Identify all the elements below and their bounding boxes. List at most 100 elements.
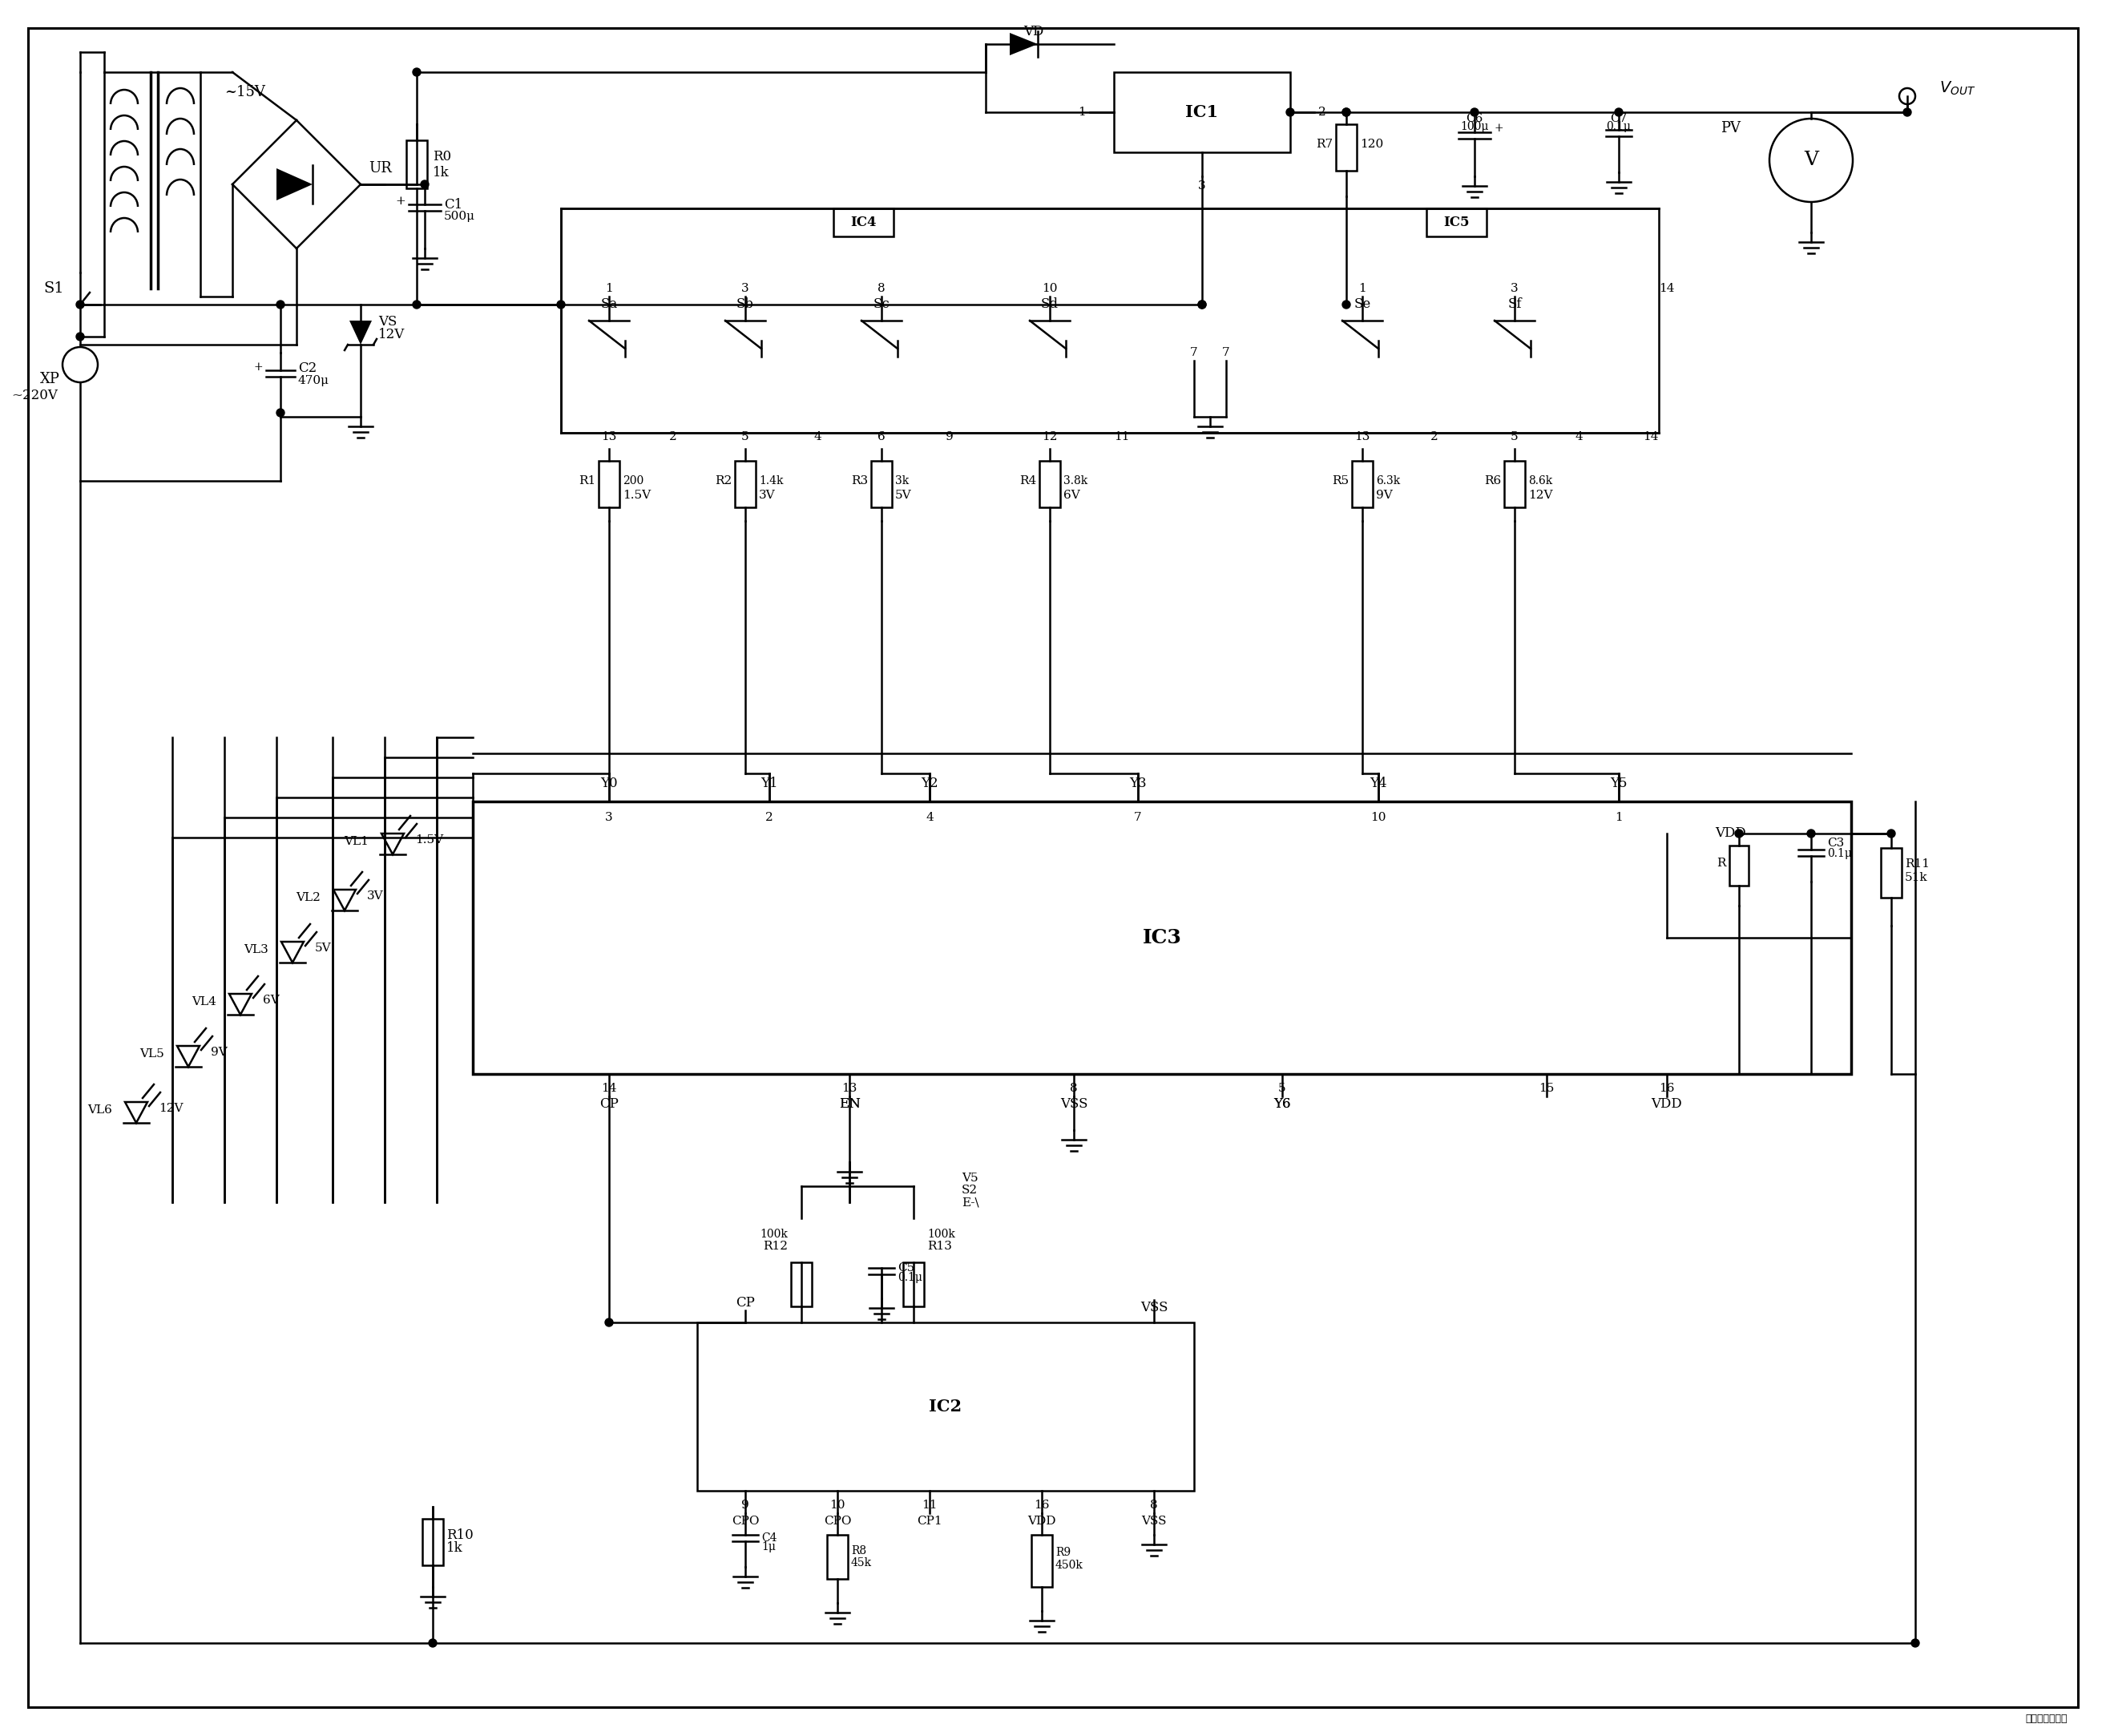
- Text: C2: C2: [298, 361, 316, 375]
- Text: 2: 2: [1431, 431, 1439, 443]
- Text: C1: C1: [443, 198, 462, 212]
- Circle shape: [1886, 830, 1895, 837]
- Bar: [827, 1535, 848, 1580]
- Text: R6: R6: [1483, 476, 1500, 486]
- Circle shape: [1912, 1639, 1920, 1647]
- Circle shape: [420, 181, 428, 187]
- Circle shape: [1614, 108, 1623, 116]
- Text: VL4: VL4: [192, 996, 217, 1007]
- Text: 15: 15: [1538, 1083, 1555, 1094]
- Text: $V_{OUT}$: $V_{OUT}$: [1939, 80, 1975, 97]
- Bar: [473, 802, 1850, 1075]
- Text: IC5: IC5: [1443, 215, 1469, 229]
- Text: +: +: [1494, 123, 1502, 134]
- Text: 7: 7: [1190, 347, 1198, 358]
- Text: 9: 9: [741, 1500, 749, 1510]
- Text: 45k: 45k: [850, 1557, 871, 1569]
- Text: 0.1μ: 0.1μ: [1606, 122, 1631, 132]
- Circle shape: [557, 300, 565, 309]
- Text: VL6: VL6: [87, 1104, 112, 1116]
- Bar: [1040, 460, 1059, 507]
- Text: 8: 8: [878, 283, 886, 293]
- Text: 14: 14: [1644, 431, 1658, 443]
- Text: 1.5V: 1.5V: [622, 490, 650, 502]
- Text: R3: R3: [850, 476, 867, 486]
- Text: 11: 11: [1114, 431, 1129, 443]
- Text: V: V: [1804, 151, 1819, 170]
- Polygon shape: [382, 833, 403, 854]
- Text: 8: 8: [1070, 1083, 1078, 1094]
- Text: 9V: 9V: [211, 1047, 228, 1057]
- Text: 8: 8: [1150, 1500, 1158, 1510]
- Text: 3: 3: [606, 812, 612, 823]
- Text: 500μ: 500μ: [443, 210, 475, 222]
- Bar: [422, 1519, 443, 1566]
- Text: CP: CP: [736, 1295, 755, 1309]
- Circle shape: [1287, 108, 1293, 116]
- Text: Y4: Y4: [1369, 778, 1386, 790]
- Polygon shape: [333, 889, 357, 910]
- Text: 6: 6: [878, 431, 886, 443]
- Text: R13: R13: [926, 1241, 952, 1252]
- Text: 16: 16: [1658, 1083, 1675, 1094]
- Text: R2: R2: [715, 476, 732, 486]
- Text: 200: 200: [622, 476, 644, 486]
- Text: 12V: 12V: [158, 1102, 184, 1115]
- Text: 14: 14: [1658, 283, 1675, 293]
- Text: VL5: VL5: [139, 1049, 165, 1059]
- Text: C5: C5: [897, 1262, 914, 1274]
- Bar: [1426, 208, 1488, 236]
- Text: 14: 14: [601, 1083, 616, 1094]
- Circle shape: [76, 300, 84, 309]
- Text: 6.3k: 6.3k: [1376, 476, 1401, 486]
- Polygon shape: [124, 1102, 148, 1123]
- Text: 3k: 3k: [895, 476, 909, 486]
- Text: 9: 9: [945, 431, 954, 443]
- Text: 1: 1: [606, 283, 612, 293]
- Text: 5V: 5V: [314, 943, 331, 953]
- Text: 13: 13: [601, 431, 616, 443]
- Text: R7: R7: [1317, 139, 1334, 149]
- Circle shape: [1342, 300, 1350, 309]
- Text: 6V: 6V: [1063, 490, 1080, 502]
- Text: 1: 1: [1078, 106, 1087, 118]
- Text: 10: 10: [1042, 283, 1057, 293]
- Text: C6: C6: [1466, 113, 1483, 125]
- Text: 3.8k: 3.8k: [1063, 476, 1087, 486]
- Text: VDD: VDD: [1028, 1516, 1055, 1528]
- Text: 5V: 5V: [895, 490, 912, 502]
- Text: 450k: 450k: [1055, 1559, 1082, 1571]
- Bar: [1353, 460, 1374, 507]
- Text: 1: 1: [1614, 812, 1623, 823]
- Bar: [1032, 1535, 1053, 1587]
- Text: VDD: VDD: [1652, 1097, 1682, 1111]
- Polygon shape: [276, 168, 312, 200]
- Bar: [1880, 847, 1901, 898]
- Text: Y5: Y5: [1610, 778, 1627, 790]
- Bar: [696, 1323, 1194, 1491]
- Text: IC3: IC3: [1142, 929, 1182, 948]
- Text: 100k: 100k: [760, 1229, 787, 1240]
- Text: Y3: Y3: [1129, 778, 1146, 790]
- Text: 5: 5: [1511, 431, 1519, 443]
- Bar: [1730, 845, 1749, 885]
- Text: C7: C7: [1610, 113, 1627, 125]
- Bar: [833, 208, 893, 236]
- Text: 3: 3: [1511, 283, 1519, 293]
- Text: Se: Se: [1355, 299, 1372, 311]
- Circle shape: [1342, 108, 1350, 116]
- Text: 0.1μ: 0.1μ: [897, 1272, 922, 1283]
- Text: 5: 5: [741, 431, 749, 443]
- Text: 6V: 6V: [264, 995, 279, 1005]
- Text: 470μ: 470μ: [298, 375, 329, 387]
- Text: S2: S2: [962, 1184, 977, 1196]
- Text: R10: R10: [447, 1528, 473, 1542]
- Circle shape: [1342, 108, 1350, 116]
- Circle shape: [1770, 118, 1853, 201]
- Text: 10: 10: [829, 1500, 846, 1510]
- Text: V5: V5: [962, 1172, 979, 1184]
- Circle shape: [1806, 830, 1815, 837]
- Text: R1: R1: [578, 476, 595, 486]
- Circle shape: [428, 1639, 437, 1647]
- Text: 12: 12: [1042, 431, 1057, 443]
